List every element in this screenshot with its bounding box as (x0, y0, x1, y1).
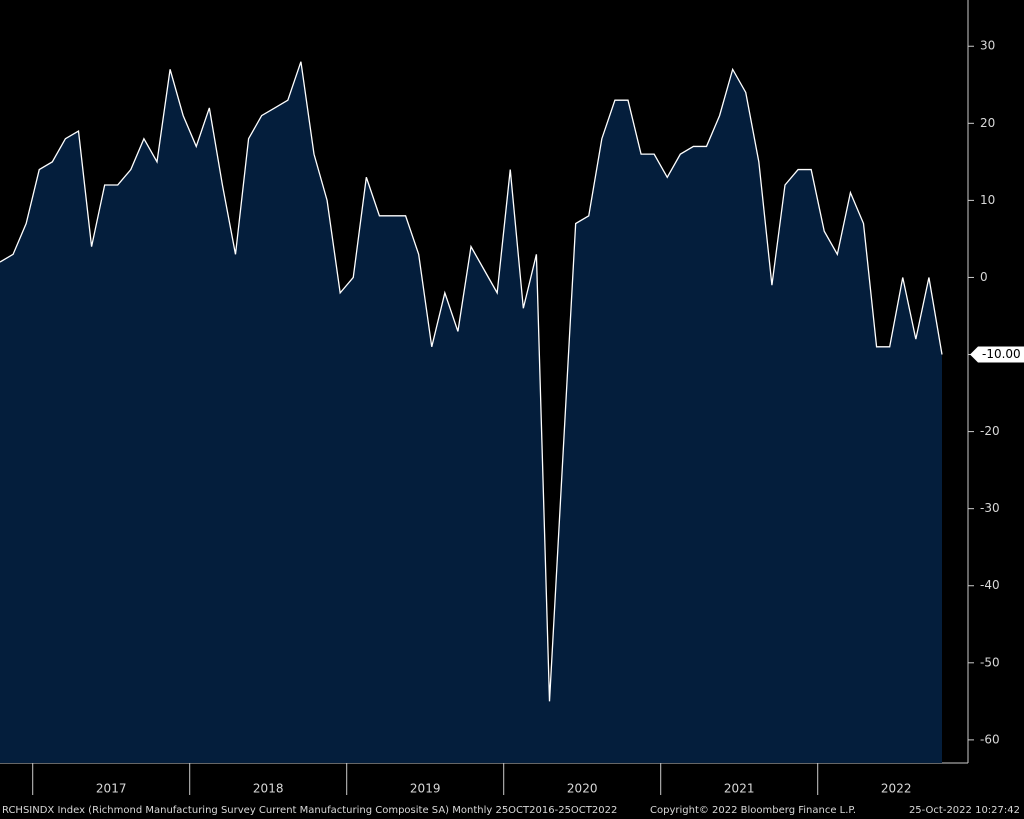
x-tick-label: 2018 (253, 782, 284, 796)
line (0, 61, 943, 702)
last-value-label: -10.00 (982, 347, 1021, 361)
y-tick-label: -30 (980, 501, 1000, 515)
x-tick-label: 2021 (724, 782, 755, 796)
x-tick-label: 2022 (881, 782, 912, 796)
y-tick-label: 0 (980, 270, 988, 284)
last-value-tag (970, 346, 1024, 363)
area-fill (0, 61, 942, 764)
timestamp: 25-Oct-2022 10:27:42 (909, 805, 1020, 816)
copyright: Copyright© 2022 Bloomberg Finance L.P. (650, 805, 856, 816)
y-tick-label: 20 (980, 116, 995, 130)
y-tick-label: 10 (980, 193, 995, 207)
y-tick-label: -40 (980, 578, 1000, 592)
footer-title: RCHSINDX Index (Richmond Manufacturing S… (2, 805, 617, 816)
y-tick-label: -20 (980, 424, 1000, 438)
y-tick-label: -60 (980, 732, 1000, 746)
x-tick-label: 2020 (567, 782, 598, 796)
x-tick-label: 2017 (96, 782, 127, 796)
y-tick-label: -50 (980, 655, 1000, 669)
x-tick-label: 2019 (410, 782, 441, 796)
y-tick-label: 30 (980, 39, 995, 53)
